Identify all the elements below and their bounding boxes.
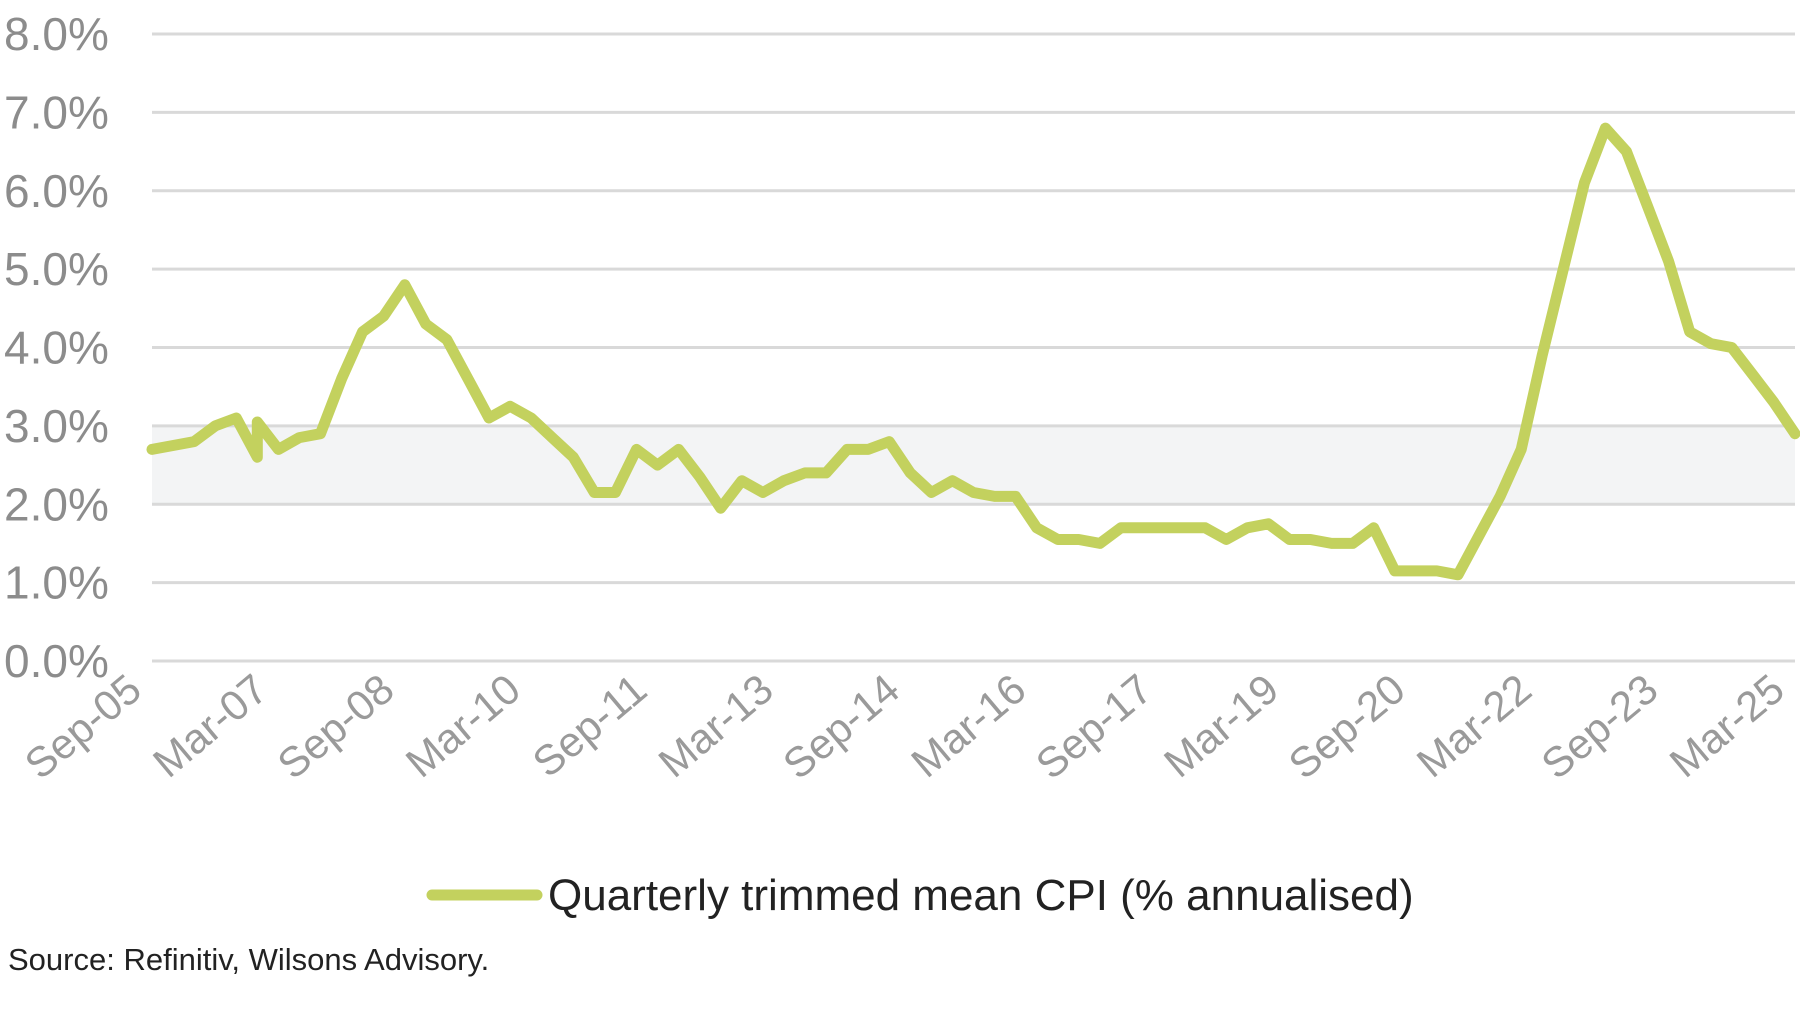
source-note: Source: Refinitiv, Wilsons Advisory. xyxy=(8,942,489,977)
y-tick-label: 4.0% xyxy=(4,322,109,374)
legend: Quarterly trimmed mean CPI (% annualised… xyxy=(426,871,1414,920)
x-axis-ticks: Sep-05Mar-07Sep-08Mar-10Sep-11Mar-13Sep-… xyxy=(16,665,1793,788)
series-line xyxy=(146,122,1800,581)
x-tick-label: Sep-14 xyxy=(774,665,908,788)
x-tick-label: Mar-13 xyxy=(650,665,782,787)
y-tick-label: 2.0% xyxy=(4,478,109,530)
x-tick-label: Sep-17 xyxy=(1027,665,1161,788)
x-tick-label: Mar-10 xyxy=(397,665,529,787)
y-tick-label: 7.0% xyxy=(4,86,109,138)
series-layer xyxy=(146,122,1800,581)
y-tick-label: 6.0% xyxy=(4,165,109,217)
x-tick-label: Sep-08 xyxy=(269,665,403,788)
x-tick-label: Mar-16 xyxy=(902,665,1034,787)
y-axis-ticks: 0.0% 1.0% 2.0% 3.0% 4.0% 5.0% 6.0% 7.0% 8.0% xyxy=(4,8,109,687)
y-tick-label: 1.0% xyxy=(4,557,109,609)
y-tick-label: 8.0% xyxy=(4,8,109,60)
gridlines xyxy=(152,32,1795,663)
y-tick-label: 5.0% xyxy=(4,243,109,295)
x-tick-label: Mar-25 xyxy=(1661,665,1793,787)
x-tick-label: Sep-11 xyxy=(524,665,656,786)
x-tick-label: Mar-19 xyxy=(1155,665,1287,787)
y-tick-label: 0.0% xyxy=(4,635,109,687)
x-tick-label: Mar-07 xyxy=(144,665,276,787)
legend-label: Quarterly trimmed mean CPI (% annualised… xyxy=(548,871,1414,920)
x-tick-label: Sep-23 xyxy=(1532,665,1666,788)
x-tick-label: Mar-22 xyxy=(1408,665,1540,787)
x-tick-label: Sep-20 xyxy=(1280,665,1414,788)
y-tick-label: 3.0% xyxy=(4,400,109,452)
